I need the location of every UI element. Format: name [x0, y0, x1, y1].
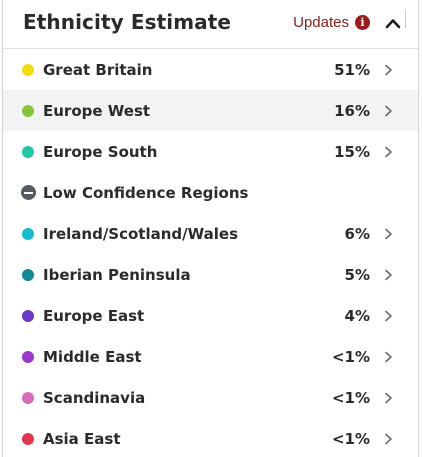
region-row-iberian-peninsula[interactable]: Iberian Peninsula 5%: [3, 254, 418, 295]
region-percent: 51%: [334, 60, 370, 79]
low-confidence-header: Low Confidence Regions: [3, 172, 418, 213]
region-row-europe-east[interactable]: Europe East 4%: [3, 295, 418, 336]
region-percent: 15%: [334, 142, 370, 161]
panel-header: Ethnicity Estimate Updates i: [3, 0, 418, 49]
chevron-right-icon[interactable]: [382, 104, 394, 118]
region-row-europe-south[interactable]: Europe South 15%: [3, 131, 418, 172]
chevron-right-icon[interactable]: [382, 350, 394, 364]
region-name: Europe West: [43, 101, 151, 120]
region-percent: 4%: [344, 306, 370, 325]
region-color-dot: [22, 63, 34, 76]
chevron-right-icon[interactable]: [382, 145, 394, 159]
region-percent: 16%: [334, 101, 370, 120]
low-confidence-label: Low Confidence Regions: [43, 183, 249, 202]
region-percent: <1%: [331, 388, 370, 407]
region-row-asia-east[interactable]: Asia East <1%: [3, 418, 418, 457]
region-row-ireland-scotland-wales[interactable]: Ireland/Scotland/Wales 6%: [3, 213, 418, 254]
region-name: Scandinavia: [43, 388, 146, 407]
updates-label[interactable]: Updates: [293, 14, 349, 31]
region-name: Ireland/Scotland/Wales: [43, 224, 239, 243]
region-color-dot: [22, 104, 34, 117]
region-row-europe-west[interactable]: Europe West 16%: [3, 90, 418, 131]
region-color-dot: [22, 391, 34, 404]
region-row-great-britain[interactable]: Great Britain 51%: [3, 49, 418, 90]
chevron-right-icon[interactable]: [382, 391, 394, 405]
chevron-right-icon[interactable]: [382, 63, 394, 77]
chevron-right-icon[interactable]: [382, 268, 394, 282]
chevron-right-icon[interactable]: [382, 309, 394, 323]
region-color-dot: [22, 145, 34, 158]
region-percent: 6%: [344, 224, 370, 243]
region-name: Asia East: [43, 429, 121, 448]
region-percent: <1%: [331, 347, 370, 366]
region-name: Europe East: [43, 306, 145, 325]
chevron-right-icon[interactable]: [382, 227, 394, 241]
chevron-right-icon[interactable]: [382, 432, 394, 446]
region-color-dot: [22, 227, 34, 240]
region-name: Iberian Peninsula: [43, 265, 191, 284]
updates-link[interactable]: Updates i: [293, 14, 370, 31]
region-row-middle-east[interactable]: Middle East <1%: [3, 336, 418, 377]
header-divider: [405, 10, 406, 28]
panel-title: Ethnicity Estimate: [23, 10, 232, 34]
info-icon[interactable]: i: [355, 15, 370, 30]
region-color-dot: [22, 350, 34, 363]
region-color-dot: [22, 268, 34, 281]
region-color-dot: [22, 432, 34, 445]
region-list: Great Britain 51% Europe West 16% Europe…: [3, 49, 418, 457]
minus-circle-icon: [21, 185, 36, 200]
region-color-dot: [22, 309, 34, 322]
region-percent: 5%: [344, 265, 370, 284]
region-name: Europe South: [43, 142, 158, 161]
region-name: Great Britain: [43, 60, 153, 79]
region-percent: <1%: [331, 429, 370, 448]
region-row-scandinavia[interactable]: Scandinavia <1%: [3, 377, 418, 418]
chevron-up-icon[interactable]: [382, 13, 404, 35]
region-name: Middle East: [43, 347, 142, 366]
collapse-button[interactable]: [382, 13, 404, 35]
